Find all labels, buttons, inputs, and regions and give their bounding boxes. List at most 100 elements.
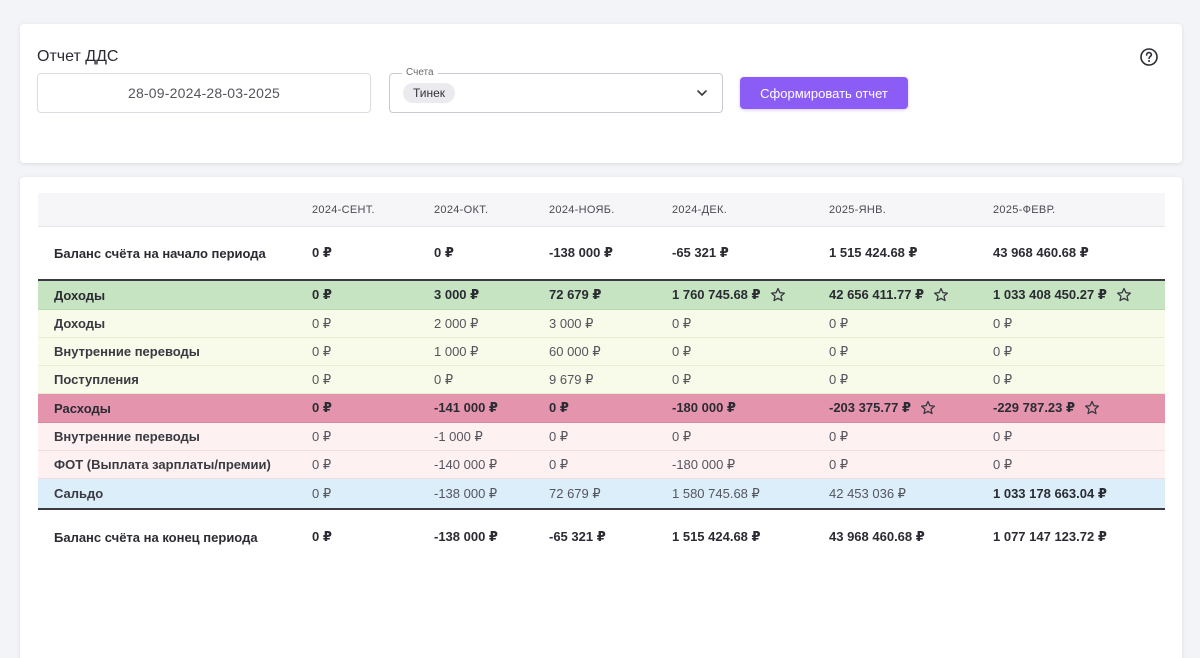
table-cell: 1 033 178 663.04 ₽ [993,485,1107,501]
column-header: 2024-ДЕК. [672,203,728,216]
table-cell: -65 321 ₽ [672,245,729,260]
table-cell: 0 ₽ [672,428,692,444]
table-cell: 0 ₽ [312,529,332,544]
table-cell: 1 515 424.68 ₽ [829,245,918,260]
table-cell: 0 ₽ [829,343,849,359]
row-label: Сальдо [54,486,104,501]
table-cell: 0 ₽ [549,456,569,472]
star-icon[interactable] [1084,400,1100,416]
expense-sub-row: ФОТ (Выплата зарплаты/премии) 0 ₽ -140 0… [38,451,1165,479]
row-label: Поступления [54,372,139,387]
table-cell: 9 679 ₽ [549,371,594,387]
opening-balance-row: Баланс счёта на начало периода 0 ₽ 0 ₽ -… [38,227,1165,279]
table-cell: 72 679 ₽ [549,485,601,501]
table-cell: 0 ₽ [312,245,332,260]
table-cell: 2 000 ₽ [434,315,479,331]
table-cell: 0 ₽ [672,343,692,359]
table-cell: 0 ₽ [434,371,454,387]
column-header: 2024-СЕНТ. [312,203,375,216]
divider [38,508,1165,510]
table-header-row: 2024-СЕНТ. 2024-ОКТ. 2024-НОЯБ. 2024-ДЕК… [38,193,1165,227]
table-cell: 0 ₽ [993,343,1013,359]
table-cell: -65 321 ₽ [549,529,606,544]
table-cell: 0 ₽ [993,456,1013,472]
star-icon[interactable] [1116,287,1132,303]
table-cell: 0 ₽ [312,315,332,331]
table-cell: -140 000 ₽ [434,456,498,472]
expense-total-row: Расходы 0 ₽ -141 000 ₽ 0 ₽ -180 000 ₽ -2… [38,394,1165,423]
table-cell: 0 ₽ [312,343,332,359]
table-cell-with-star: 1 033 408 450.27 ₽ [993,281,1132,309]
table-cell: 72 679 ₽ [549,287,602,302]
cell-value: -203 375.77 ₽ [829,400,912,415]
table-cell: 0 ₽ [312,371,332,387]
table-cell: -138 000 ₽ [434,485,498,501]
table-cell: 3 000 ₽ [434,287,480,302]
table-cell: 0 ₽ [312,485,332,501]
table-cell: 0 ₽ [993,315,1013,331]
table-cell: 0 ₽ [312,456,332,472]
table-cell: -138 000 ₽ [549,245,613,260]
row-label: Расходы [54,400,111,416]
row-label: Внутренние переводы [54,344,200,359]
star-icon[interactable] [920,400,936,416]
star-icon[interactable] [933,287,949,303]
account-chip[interactable]: Тинек [403,83,456,103]
cell-value: 1 033 408 450.27 ₽ [993,287,1107,302]
table-cell: 1 515 424.68 ₽ [672,529,761,544]
help-icon[interactable] [1139,47,1159,67]
accounts-select-label: Счета [402,67,438,79]
table-cell: 0 ₽ [312,400,332,415]
table-cell: 0 ₽ [829,428,849,444]
accounts-select[interactable]: Счета Тинек [389,67,723,113]
row-label: ФОТ (Выплата зарплаты/премии) [54,457,271,472]
table-cell: -180 000 ₽ [672,400,736,415]
table-cell: 1 000 ₽ [434,343,479,359]
table-cell: -141 000 ₽ [434,400,498,415]
cashflow-table: 2024-СЕНТ. 2024-ОКТ. 2024-НОЯБ. 2024-ДЕК… [38,193,1165,564]
saldo-row: Сальдо 0 ₽ -138 000 ₽ 72 679 ₽ 1 580 745… [38,479,1165,508]
page-title: Отчет ДДС [37,48,119,65]
table-cell-with-star: 1 760 745.68 ₽ [672,281,786,309]
table-cell: 0 ₽ [829,456,849,472]
table-cell: 1 077 147 123.72 ₽ [993,529,1107,544]
table-cell: -1 000 ₽ [434,428,483,444]
table-cell: 0 ₽ [312,428,332,444]
table-cell: 0 ₽ [434,245,454,260]
table-cell-with-star: 42 656 411.77 ₽ [829,281,949,309]
report-table-card: 2024-СЕНТ. 2024-ОКТ. 2024-НОЯБ. 2024-ДЕК… [20,177,1182,658]
table-cell: 0 ₽ [312,287,332,302]
table-cell: 42 453 036 ₽ [829,485,906,501]
income-sub-row: Доходы 0 ₽ 2 000 ₽ 3 000 ₽ 0 ₽ 0 ₽ 0 ₽ [38,310,1165,338]
table-cell: 43 968 460.68 ₽ [993,245,1089,260]
column-header: 2024-НОЯБ. [549,203,615,216]
date-range-input[interactable]: 28-09-2024-28-03-2025 [37,73,371,113]
cell-value: -229 787.23 ₽ [993,400,1076,415]
star-icon[interactable] [770,287,786,303]
generate-report-button[interactable]: Сформировать отчет [740,77,908,109]
table-cell: 0 ₽ [829,371,849,387]
table-cell: 60 000 ₽ [549,343,601,359]
chevron-down-icon[interactable] [696,87,708,99]
table-cell: 0 ₽ [993,371,1013,387]
income-total-row: Доходы 0 ₽ 3 000 ₽ 72 679 ₽ 1 760 745.68… [38,281,1165,310]
table-cell: 43 968 460.68 ₽ [829,529,925,544]
table-cell: 0 ₽ [672,371,692,387]
income-sub-row: Поступления 0 ₽ 0 ₽ 9 679 ₽ 0 ₽ 0 ₽ 0 ₽ [38,366,1165,394]
expense-sub-row: Внутренние переводы 0 ₽ -1 000 ₽ 0 ₽ 0 ₽… [38,423,1165,451]
table-cell-with-star: -203 375.77 ₽ [829,394,936,422]
row-label: Баланс счёта на начало периода [54,245,266,261]
table-cell: 0 ₽ [829,315,849,331]
table-cell: -138 000 ₽ [434,529,498,544]
table-cell: -180 000 ₽ [672,456,736,472]
divider [38,279,1165,281]
closing-balance-row: Баланс счёта на конец периода 0 ₽ -138 0… [38,510,1165,564]
row-label: Внутренние переводы [54,429,200,444]
column-header: 2024-ОКТ. [434,203,489,216]
column-header: 2025-ФЕВР. [993,203,1056,216]
report-filter-card: Отчет ДДС 28-09-2024-28-03-2025 Счета Ти… [20,24,1182,163]
row-label: Доходы [54,287,106,303]
table-cell: 3 000 ₽ [549,315,594,331]
cell-value: 1 760 745.68 ₽ [672,287,761,302]
column-header: 2025-ЯНВ. [829,203,887,216]
